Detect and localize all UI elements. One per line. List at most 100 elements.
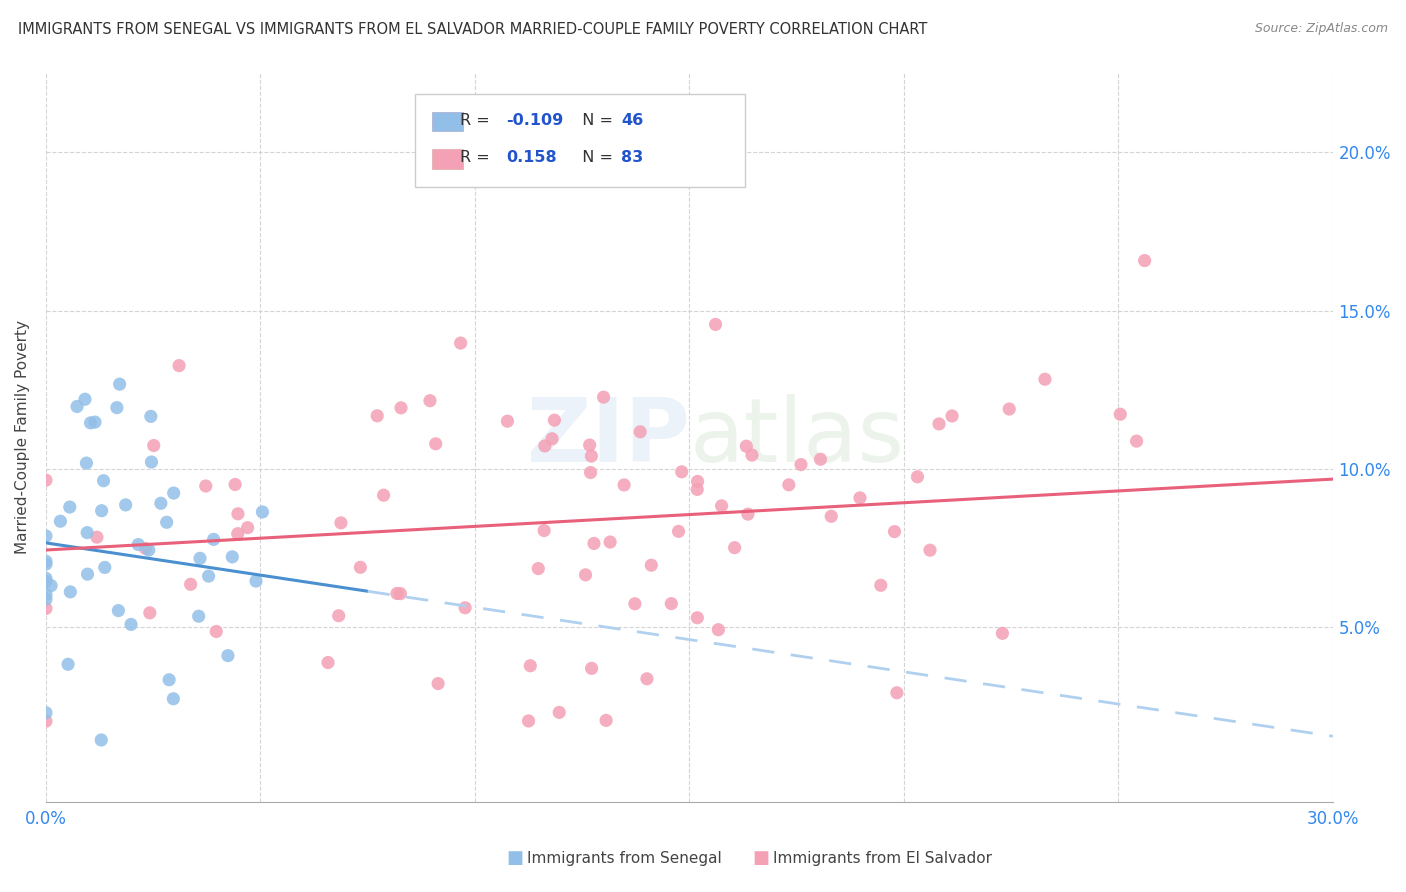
- Point: [35, 592, 58, 607]
- Point: [141, 455, 163, 469]
- Point: [517, 714, 540, 728]
- Text: IMMIGRANTS FROM SENEGAL VS IMMIGRANTS FROM EL SALVADOR MARRIED-COUPLE FAMILY POV: IMMIGRANTS FROM SENEGAL VS IMMIGRANTS FR…: [18, 22, 928, 37]
- Point: [543, 413, 565, 427]
- Point: [686, 483, 709, 497]
- Point: [59, 500, 82, 514]
- Point: [149, 496, 172, 510]
- Point: [427, 676, 450, 690]
- Text: -0.109: -0.109: [506, 113, 564, 128]
- Point: [581, 449, 603, 463]
- Point: [592, 390, 614, 404]
- Point: [519, 658, 541, 673]
- Point: [35, 601, 58, 615]
- Text: N =: N =: [572, 113, 619, 128]
- Point: [39, 579, 62, 593]
- Point: [90, 504, 112, 518]
- Point: [35, 473, 58, 487]
- Point: [578, 438, 600, 452]
- Point: [579, 466, 602, 480]
- Point: [84, 415, 107, 429]
- Point: [527, 561, 550, 575]
- Point: [581, 661, 603, 675]
- Point: [425, 437, 447, 451]
- Point: [385, 586, 408, 600]
- Point: [90, 733, 112, 747]
- Point: [659, 597, 682, 611]
- Point: [595, 714, 617, 728]
- Point: [907, 470, 929, 484]
- Point: [741, 448, 763, 462]
- Point: [496, 414, 519, 428]
- Text: N =: N =: [572, 151, 619, 165]
- Point: [941, 409, 963, 423]
- Point: [373, 488, 395, 502]
- Point: [93, 474, 115, 488]
- Point: [778, 478, 800, 492]
- Point: [76, 567, 98, 582]
- Point: [224, 477, 246, 491]
- Point: [1133, 253, 1156, 268]
- Point: [94, 560, 117, 574]
- Point: [454, 600, 477, 615]
- Point: [534, 439, 557, 453]
- Point: [810, 452, 832, 467]
- Point: [991, 626, 1014, 640]
- Point: [35, 587, 58, 601]
- Point: [66, 400, 89, 414]
- Y-axis label: Married-Couple Family Poverty: Married-Couple Family Poverty: [15, 320, 30, 554]
- Text: 0.158: 0.158: [506, 151, 557, 165]
- Text: ■: ■: [506, 849, 523, 867]
- Point: [723, 541, 745, 555]
- Point: [75, 456, 97, 470]
- Point: [640, 558, 662, 573]
- Point: [389, 586, 412, 600]
- Point: [127, 537, 149, 551]
- Point: [541, 432, 564, 446]
- Point: [167, 359, 190, 373]
- Point: [710, 499, 733, 513]
- Point: [450, 336, 472, 351]
- Point: [328, 608, 350, 623]
- Point: [35, 571, 58, 585]
- Point: [226, 526, 249, 541]
- Point: [533, 524, 555, 538]
- Point: [114, 498, 136, 512]
- Text: 46: 46: [621, 113, 644, 128]
- Point: [574, 567, 596, 582]
- Point: [316, 656, 339, 670]
- Point: [245, 574, 267, 588]
- Point: [187, 609, 209, 624]
- Point: [49, 514, 72, 528]
- Point: [35, 554, 58, 568]
- Point: [624, 597, 647, 611]
- Point: [737, 507, 759, 521]
- Point: [582, 536, 605, 550]
- Point: [252, 505, 274, 519]
- Point: [156, 516, 179, 530]
- Point: [668, 524, 690, 539]
- Text: Immigrants from Senegal: Immigrants from Senegal: [527, 851, 723, 865]
- Point: [138, 543, 160, 558]
- Point: [180, 577, 202, 591]
- Point: [226, 507, 249, 521]
- Point: [157, 673, 180, 687]
- Text: atlas: atlas: [689, 393, 904, 481]
- Point: [56, 657, 79, 672]
- Point: [35, 557, 58, 571]
- Point: [886, 686, 908, 700]
- Point: [73, 392, 96, 407]
- Text: R =: R =: [460, 113, 495, 128]
- Point: [329, 516, 352, 530]
- Point: [188, 551, 211, 566]
- Point: [194, 479, 217, 493]
- Point: [105, 401, 128, 415]
- Text: Immigrants from El Salvador: Immigrants from El Salvador: [773, 851, 993, 865]
- Point: [599, 535, 621, 549]
- Point: [628, 425, 651, 439]
- Point: [419, 393, 441, 408]
- Point: [820, 509, 842, 524]
- Point: [707, 623, 730, 637]
- Point: [79, 416, 101, 430]
- Point: [76, 525, 98, 540]
- Point: [1109, 407, 1132, 421]
